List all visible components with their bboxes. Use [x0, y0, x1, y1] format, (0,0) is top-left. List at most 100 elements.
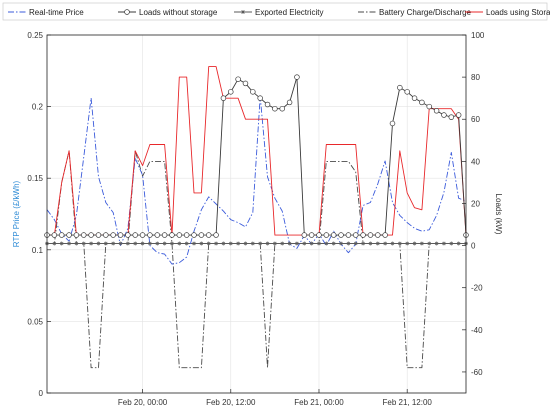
marker-loads-without-storage-36 [308, 232, 315, 238]
left-tick-label-2: 0.1 [32, 246, 44, 255]
marker-loads-without-storage-37 [316, 232, 322, 238]
marker-loads-without-storage-43 [360, 232, 366, 238]
marker-loads-without-storage-49 [404, 89, 410, 95]
right-axis: -60 -40 -20 0 20 40 60 80 100 [462, 31, 485, 377]
right-tick-label-4: 20 [471, 199, 480, 208]
marker-loads-without-storage-24 [220, 95, 227, 101]
marker-loads-without-storage-14 [147, 232, 153, 238]
x-tick-label-2: Feb 21, 00:00 [294, 398, 344, 407]
marker-loads-without-storage-13 [139, 232, 146, 238]
legend-label-loads-without-storage: Loads without storage [139, 8, 218, 17]
marker-exported-electricity-37 [316, 241, 321, 246]
marker-exported-electricity-23 [214, 241, 219, 246]
left-tick-label-5: 0.25 [27, 31, 43, 40]
marker-exported-electricity-26 [236, 241, 241, 246]
marker-exported-electricity-3 [67, 241, 72, 246]
plot-frame [46, 34, 467, 394]
marker-loads-without-storage-52 [426, 103, 432, 110]
marker-exported-electricity-49 [405, 241, 410, 246]
marker-exported-electricity-52 [427, 241, 432, 246]
marker-exported-electricity-36 [309, 241, 314, 246]
marker-loads-without-storage-5 [81, 232, 87, 238]
marker-exported-electricity-38 [324, 241, 329, 246]
marker-loads-without-storage-44 [367, 232, 374, 238]
marker-loads-without-storage-51 [419, 99, 425, 106]
marker-exported-electricity-47 [390, 241, 395, 246]
right-axis-title: Loads (kW) [494, 194, 503, 235]
marker-loads-without-storage-26 [235, 76, 241, 82]
marker-exported-electricity-7 [96, 241, 101, 246]
left-tick-label-0: 0 [39, 389, 44, 398]
marker-exported-electricity-21 [199, 241, 204, 246]
marker-loads-without-storage-46 [382, 232, 388, 238]
marker-loads-without-storage-1 [51, 232, 58, 238]
marker-exported-electricity-28 [250, 241, 255, 246]
left-tick-label-3: 0.15 [27, 174, 43, 183]
x-axis: Feb 20, 00:00 Feb 20, 12:00 Feb 21, 00:00 F… [118, 389, 432, 407]
marker-exported-electricity-24 [221, 241, 226, 246]
marker-exported-electricity-4 [74, 241, 79, 246]
legend-marker-loads-without-storage [124, 9, 130, 15]
marker-loads-without-storage-42 [352, 232, 359, 238]
marker-exported-electricity-10 [118, 241, 123, 246]
marker-exported-electricity-32 [280, 241, 285, 246]
right-tick-label-3: 0 [471, 242, 476, 251]
marker-exported-electricity-34 [294, 241, 299, 246]
marker-exported-electricity-45 [375, 241, 380, 246]
legend-box [2, 2, 548, 21]
marker-exported-electricity-15 [155, 241, 160, 246]
marker-exported-electricity-1 [52, 241, 57, 246]
right-tick-label-6: 60 [471, 115, 480, 124]
marker-exported-electricity-40 [339, 241, 344, 246]
marker-loads-without-storage-8 [103, 232, 109, 238]
marker-exported-electricity-16 [162, 241, 167, 246]
marker-exported-electricity-41 [346, 241, 351, 246]
marker-exported-electricity-9 [111, 241, 116, 246]
marker-exported-electricity-56 [456, 241, 461, 246]
marker-loads-without-storage-12 [132, 232, 138, 238]
marker-loads-without-storage-34 [294, 74, 300, 80]
marker-exported-electricity-42 [353, 241, 358, 246]
marker-loads-without-storage-45 [375, 232, 381, 238]
left-tick-label-4: 0.2 [32, 103, 44, 112]
marker-exported-electricity-5 [81, 241, 86, 246]
marker-loads-without-storage-39 [330, 232, 337, 238]
marker-loads-without-storage-4 [73, 232, 80, 238]
left-axis: 0 0.05 0.1 0.15 0.2 0.25 [27, 31, 51, 398]
left-axis-title: RTP Price (£/kWh) [12, 180, 21, 247]
series-line-loads-without-storage [47, 76, 467, 236]
marker-loads-without-storage-2 [58, 232, 65, 238]
x-tick-label-1: Feb 20, 12:00 [206, 398, 256, 407]
marker-loads-without-storage-10 [117, 232, 124, 238]
marker-loads-without-storage-32 [279, 105, 285, 112]
marker-exported-electricity-27 [243, 241, 248, 246]
marker-loads-without-storage-21 [198, 232, 205, 238]
marker-exported-electricity-46 [383, 241, 388, 246]
marker-exported-electricity-44 [368, 241, 373, 246]
marker-exported-electricity-8 [103, 241, 108, 246]
marker-loads-without-storage-38 [323, 232, 330, 238]
marker-loads-without-storage-27 [242, 80, 249, 87]
right-tick-label-5: 40 [471, 157, 480, 166]
marker-exported-electricity-35 [302, 241, 307, 246]
marker-exported-electricity-19 [184, 241, 189, 246]
legend-label-real-time-price: Real-time Price [29, 8, 84, 17]
legend-label-battery-charge-discharge: Battery Charge/Discharge [379, 8, 472, 17]
marker-loads-without-storage-3 [66, 232, 72, 238]
marker-loads-without-storage-16 [161, 232, 168, 238]
marker-exported-electricity-39 [331, 241, 336, 246]
marker-loads-without-storage-18 [176, 232, 183, 238]
marker-loads-without-storage-30 [264, 101, 271, 108]
marker-exported-electricity-6 [89, 241, 94, 246]
legend-marker-exported-electricity [241, 10, 245, 14]
marker-exported-electricity-43 [361, 241, 366, 246]
marker-exported-electricity-48 [397, 241, 402, 246]
marker-exported-electricity-17 [169, 241, 174, 246]
marker-loads-without-storage-25 [228, 89, 234, 95]
marker-loads-without-storage-31 [272, 105, 278, 112]
marker-loads-without-storage-35 [301, 232, 308, 238]
marker-group [44, 74, 469, 246]
marker-loads-without-storage-28 [250, 89, 256, 95]
